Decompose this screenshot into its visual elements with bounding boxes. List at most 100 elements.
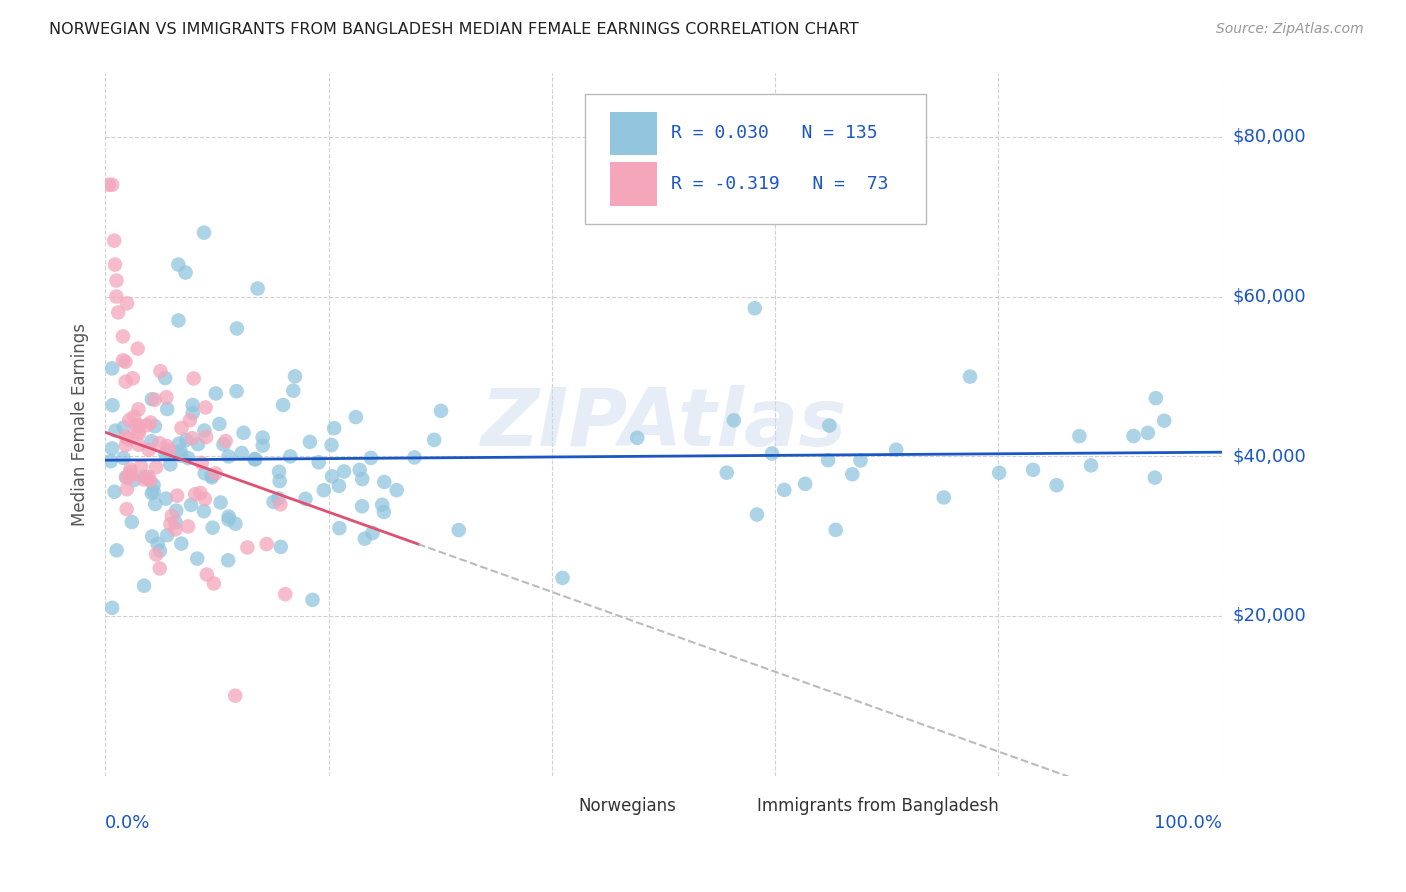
Point [202,576,225,591]
Point [155,447,177,461]
Point [101,442,124,456]
Point [344,410,367,425]
Point [225,384,247,399]
Text: Norwegians: Norwegians [579,797,676,815]
Text: Immigrants from Bangladesh: Immigrants from Bangladesh [758,797,1000,815]
Point [127,425,149,439]
Point [294,491,316,506]
Point [135,418,157,433]
Point [165,504,187,518]
Point [773,483,796,497]
Point [361,525,384,540]
Point [118,413,141,427]
Y-axis label: Median Female Earnings: Median Female Earnings [72,323,89,525]
Point [209,495,232,509]
Text: $20,000: $20,000 [1233,607,1306,624]
Point [143,497,166,511]
Point [101,398,124,412]
Text: R = 0.030   N = 135: R = 0.030 N = 135 [671,124,877,143]
Point [373,475,395,489]
Point [269,465,291,479]
Point [167,436,190,450]
Point [321,469,343,483]
Point [141,486,163,500]
FancyBboxPatch shape [527,797,568,815]
Point [371,498,394,512]
Point [128,418,150,433]
Point [115,470,138,484]
Point [231,446,253,460]
FancyBboxPatch shape [610,112,657,155]
Text: R = -0.319   N =  73: R = -0.319 N = 73 [671,175,889,193]
Point [201,521,224,535]
Point [127,437,149,451]
Point [360,450,382,465]
Point [214,434,236,448]
Point [103,484,125,499]
Point [111,329,134,343]
Text: 0.0%: 0.0% [105,814,150,832]
Point [122,409,145,424]
Point [256,537,278,551]
Point [270,540,292,554]
Point [156,402,179,417]
Point [115,296,138,310]
Point [373,505,395,519]
FancyBboxPatch shape [706,797,747,815]
Point [120,462,142,476]
Point [423,433,446,447]
Point [328,521,350,535]
Point [149,364,172,378]
Point [1153,414,1175,428]
Point [252,430,274,444]
Point [169,444,191,458]
Point [323,421,346,435]
Point [224,516,246,531]
Point [160,508,183,523]
Point [716,466,738,480]
Point [121,371,143,385]
Point [225,321,247,335]
Point [841,467,863,482]
Point [139,416,162,430]
Point [155,390,177,404]
Point [284,369,307,384]
Point [177,519,200,533]
Point [97,178,120,192]
Point [107,305,129,319]
Point [988,466,1011,480]
Point [105,289,128,303]
Point [246,281,269,295]
Point [308,455,330,469]
Point [132,579,155,593]
Point [156,528,179,542]
Point [271,398,294,412]
Point [149,561,172,575]
Point [333,465,356,479]
Point [430,404,453,418]
Point [167,258,190,272]
Point [101,178,124,192]
Point [159,517,181,532]
Point [204,467,226,481]
Point [761,446,783,460]
Point [141,434,163,449]
Point [218,512,240,526]
Point [170,536,193,550]
FancyBboxPatch shape [610,162,657,206]
Point [183,371,205,385]
Point [141,529,163,543]
Point [201,468,224,483]
Point [104,424,127,438]
Point [194,491,217,506]
Point [146,537,169,551]
Point [932,491,955,505]
Point [217,553,239,567]
Point [114,375,136,389]
Point [149,543,172,558]
Point [794,476,817,491]
Point [179,413,201,427]
Point [218,509,240,524]
Point [252,439,274,453]
Point [159,458,181,472]
